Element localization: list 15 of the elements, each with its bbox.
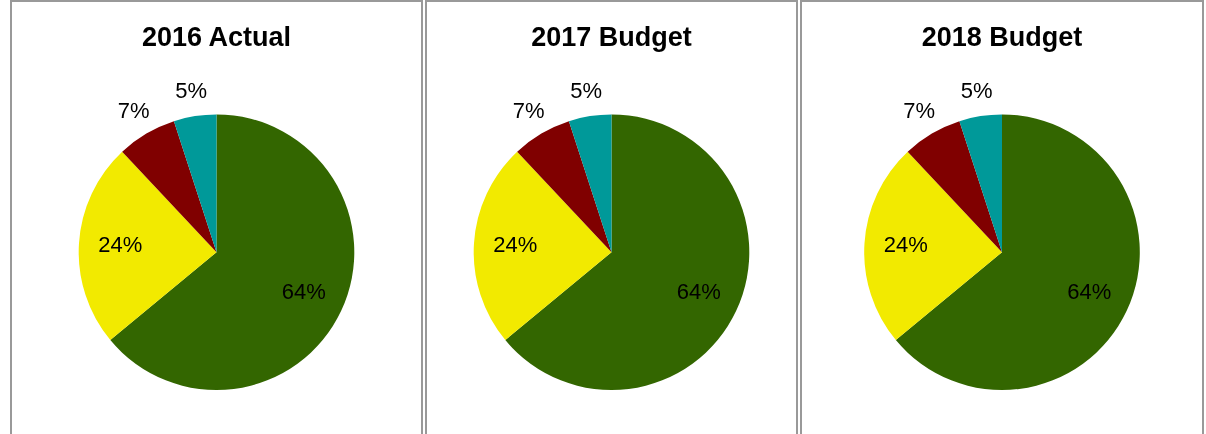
data-label: 24% bbox=[493, 232, 538, 258]
data-label: 5% bbox=[175, 77, 207, 103]
data-label: 5% bbox=[570, 77, 602, 103]
data-label: 24% bbox=[98, 232, 143, 258]
data-label: 7% bbox=[512, 98, 545, 124]
data-label: 64% bbox=[1067, 279, 1112, 305]
chart-title: 2017 Budget bbox=[531, 21, 692, 52]
data-label: 5% bbox=[960, 77, 993, 103]
chart-title: 2016 Actual bbox=[141, 21, 292, 52]
data-label: 7% bbox=[903, 98, 936, 124]
data-label: 7% bbox=[117, 98, 150, 124]
data-label: 64% bbox=[281, 279, 326, 305]
data-label: 64% bbox=[676, 279, 721, 305]
data-label: 24% bbox=[883, 232, 928, 258]
chart-title: 2018 Budget bbox=[921, 21, 1083, 52]
